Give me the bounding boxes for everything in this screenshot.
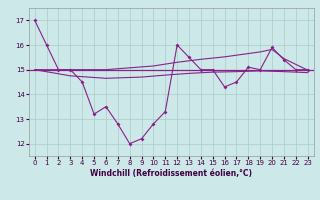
X-axis label: Windchill (Refroidissement éolien,°C): Windchill (Refroidissement éolien,°C) [90, 169, 252, 178]
